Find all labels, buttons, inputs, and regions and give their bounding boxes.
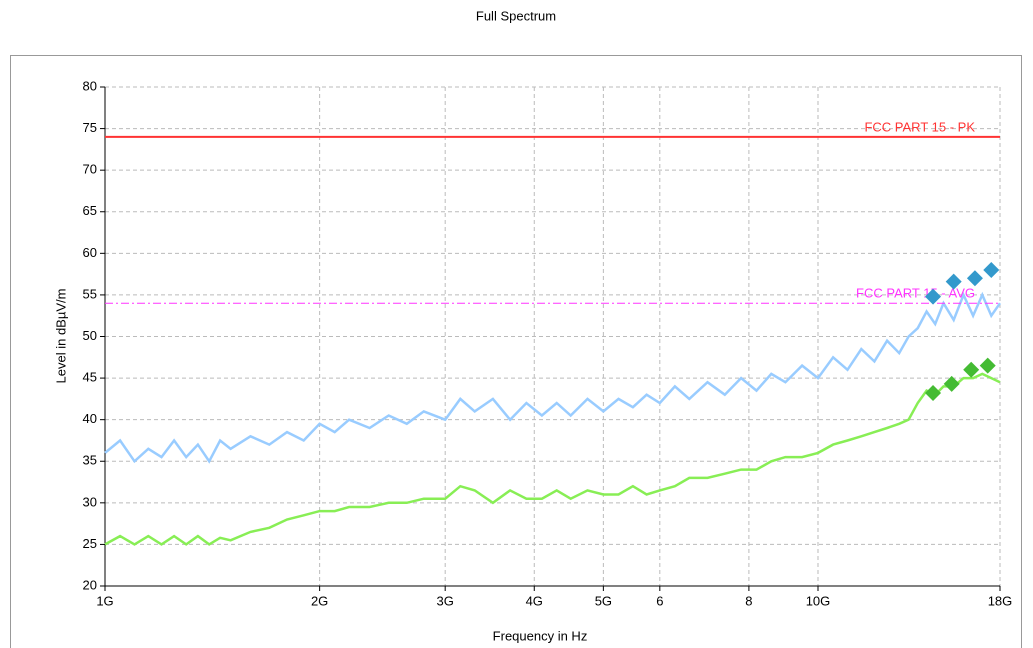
- x-tick-label: 1G: [96, 593, 113, 608]
- x-tick-label: 2G: [311, 593, 328, 608]
- marker: [925, 288, 942, 305]
- y-tick-label: 75: [83, 120, 97, 135]
- x-tick-label: 5G: [595, 593, 612, 608]
- y-tick-label: 60: [83, 245, 97, 260]
- x-tick-label: 3G: [437, 593, 454, 608]
- y-tick-label: 80: [83, 78, 97, 93]
- x-tick-label: 10G: [806, 593, 831, 608]
- limit-label: FCC PART 15 - PK: [864, 119, 975, 134]
- x-tick-label: 6: [656, 593, 663, 608]
- trace: [104, 291, 1002, 464]
- marker: [963, 361, 980, 378]
- marker: [943, 375, 960, 392]
- marker: [925, 385, 942, 402]
- x-tick-label: 8: [745, 593, 752, 608]
- y-tick-label: 25: [83, 536, 97, 551]
- y-tick-label: 65: [83, 203, 97, 218]
- marker: [979, 357, 996, 374]
- limit-label: FCC PART 15 - AVG: [856, 286, 975, 301]
- marker: [966, 270, 983, 287]
- marker: [945, 273, 962, 290]
- y-tick-label: 20: [83, 577, 97, 592]
- trace: [104, 372, 1001, 546]
- y-tick-label: 30: [83, 494, 97, 509]
- chart-title: Full Spectrum: [476, 8, 556, 23]
- marker: [983, 261, 1000, 278]
- y-tick-label: 40: [83, 411, 97, 426]
- x-tick-label: 4G: [526, 593, 543, 608]
- y-tick-label: 55: [83, 286, 97, 301]
- y-tick-label: 45: [83, 370, 97, 385]
- x-axis-label: Frequency in Hz: [493, 628, 588, 643]
- y-tick-label: 35: [83, 453, 97, 468]
- y-tick-label: 50: [83, 328, 97, 343]
- y-tick-label: 70: [83, 162, 97, 177]
- chart-frame: [10, 55, 1022, 648]
- x-tick-label: 18G: [988, 593, 1013, 608]
- y-axis-label: Level in dBµV/m: [53, 289, 68, 384]
